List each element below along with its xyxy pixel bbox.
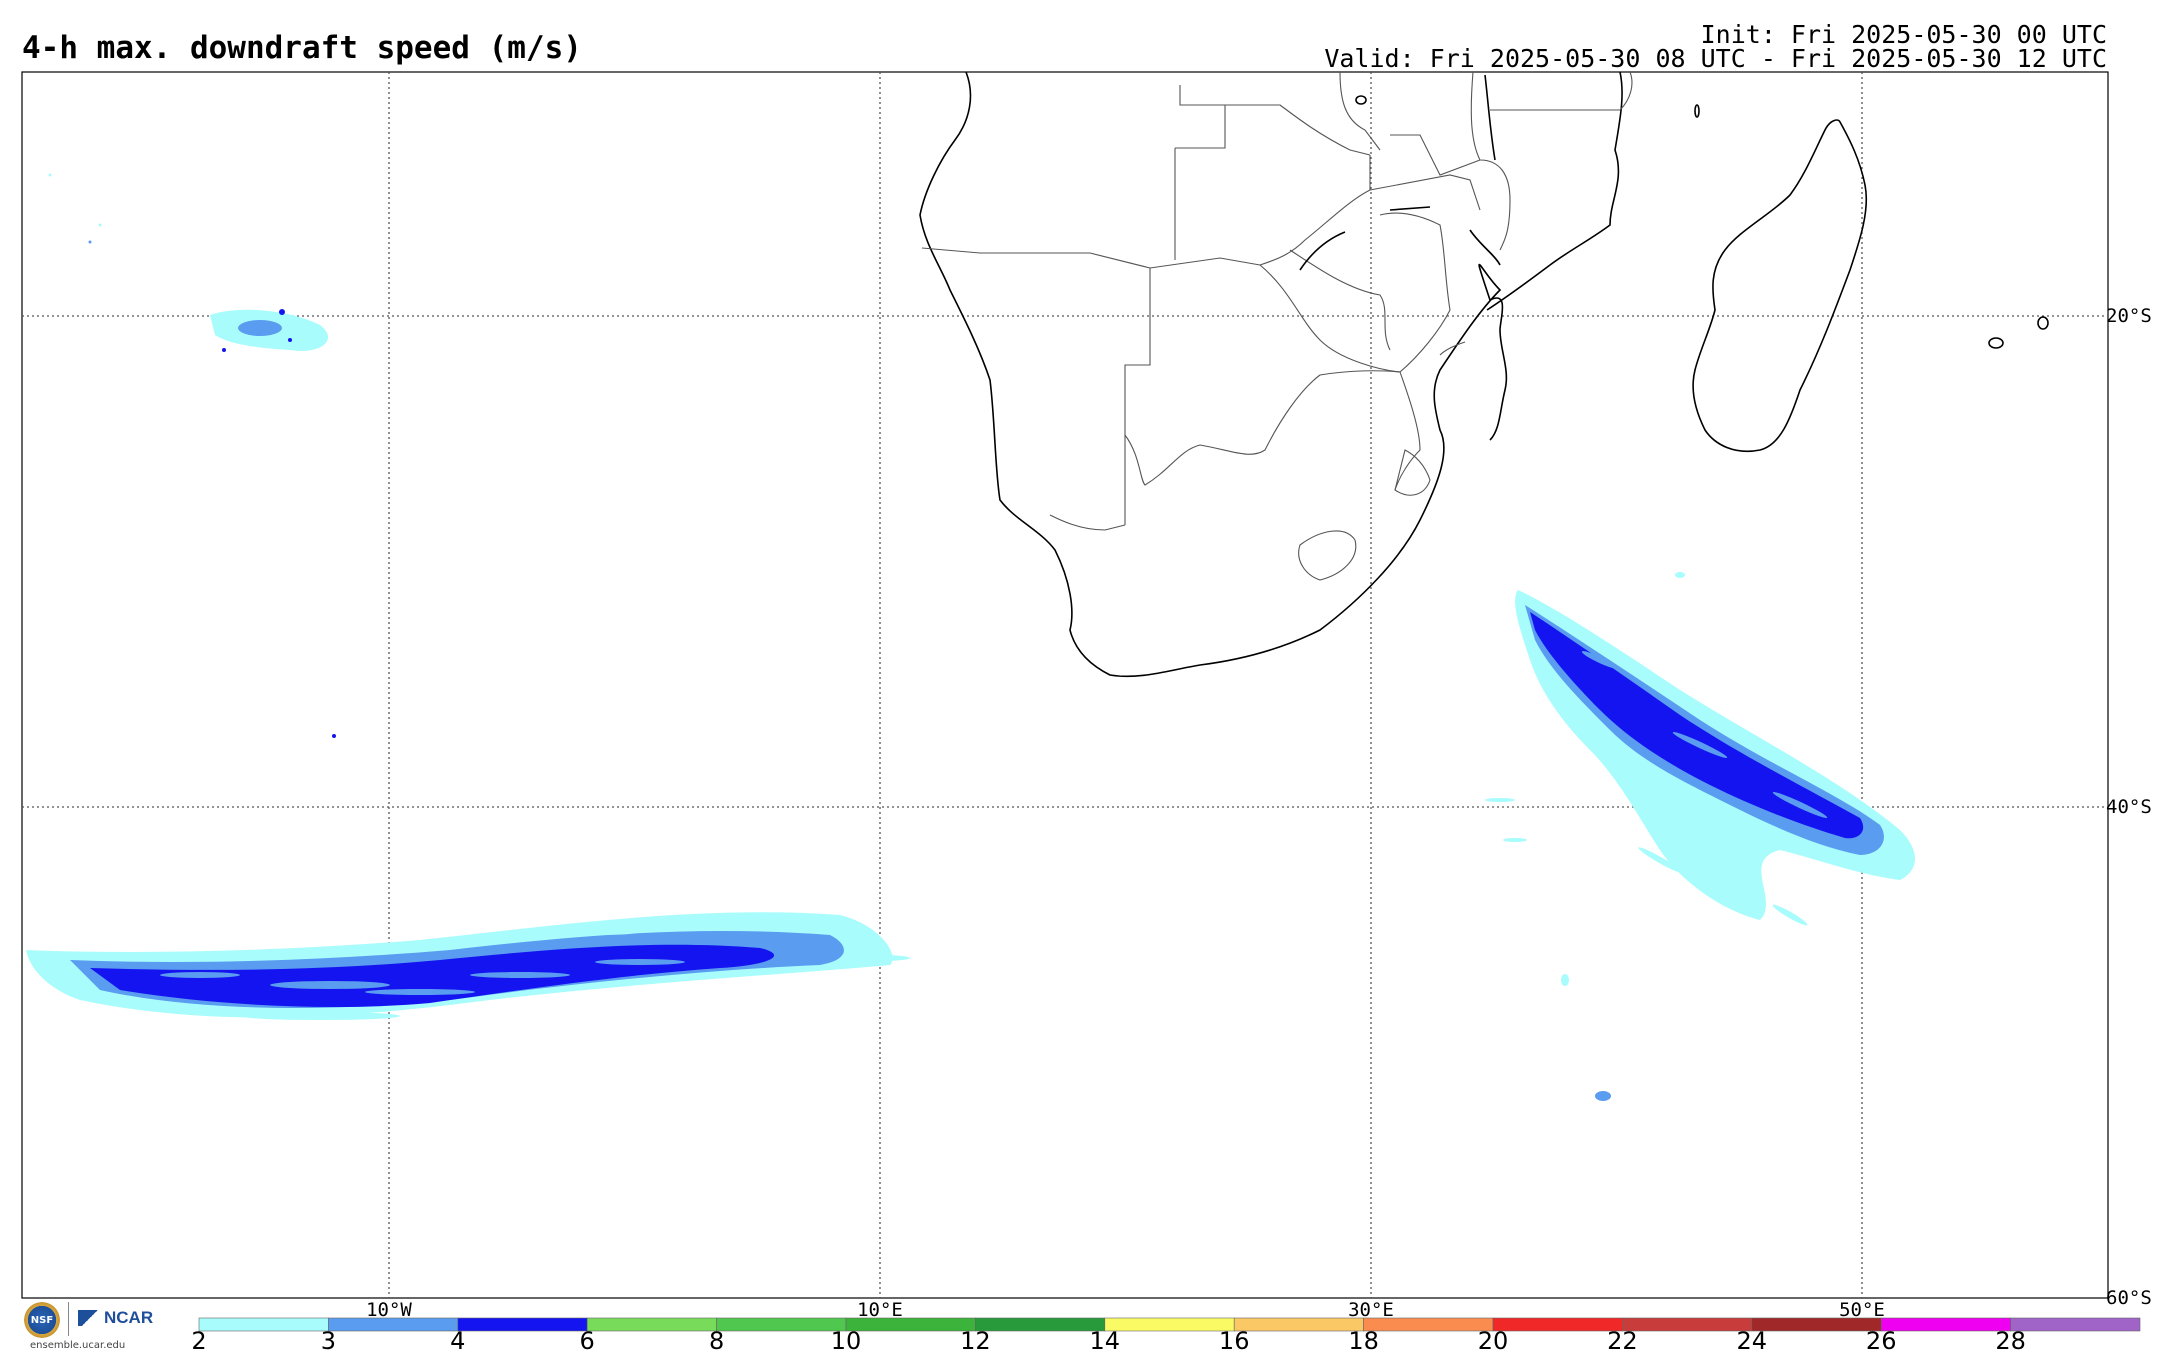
lon-label: 10°W (366, 1299, 412, 1321)
colorbar-segment (716, 1317, 847, 1332)
colorbar-segment (1751, 1317, 1882, 1332)
logo-separator (68, 1302, 69, 1336)
colorbar-tick-label: 16 (1219, 1327, 1250, 1354)
colorbar (198, 1317, 2141, 1332)
colorbar-tick-label: 24 (1737, 1327, 1768, 1354)
colorbar-segment (1233, 1317, 1364, 1332)
colorbar-segment (845, 1317, 976, 1332)
valid-time: Valid: Fri 2025-05-30 08 UTC - Fri 2025-… (1324, 44, 2107, 73)
nsf-logo[interactable]: NSF (24, 1302, 60, 1338)
colorbar-tick-label: 26 (1866, 1327, 1897, 1354)
colorbar-tick-label: 2 (191, 1327, 206, 1354)
colorbar-tick-label: 20 (1478, 1327, 1509, 1354)
downdraft-band-indian (1485, 572, 1915, 1101)
ncar-text: NCAR (104, 1308, 154, 1327)
colorbar-tick-label: 6 (580, 1327, 595, 1354)
ensemble-site-link[interactable]: ensemble.ucar.edu (30, 1340, 126, 1351)
colorbar-segment (975, 1317, 1106, 1332)
coastline (919, 72, 2049, 678)
longitude-labels: 10°W 10°E 30°E 50°E (366, 1299, 1885, 1321)
colorbar-segment (1622, 1317, 1753, 1332)
lat-label: 20°S (2106, 305, 2152, 327)
colorbar-segment (1104, 1317, 1235, 1332)
latitude-labels: 20°S 40°S 60°S (2106, 305, 2152, 1309)
downdraft-cluster-north (48, 173, 336, 738)
lon-label: 30°E (1348, 1299, 1394, 1321)
map-frame (21, 71, 2109, 1299)
colorbar-tick-label: 12 (960, 1327, 991, 1354)
init-time: Init: Fri 2025-05-30 00 UTC (1700, 20, 2107, 49)
colorbar-segment (1880, 1317, 2011, 1332)
downdraft-band-atlantic (26, 912, 910, 1020)
colorbar-tick-label: 8 (709, 1327, 724, 1354)
colorbar-tick-label: 22 (1607, 1327, 1638, 1354)
lon-label: 10°E (857, 1299, 903, 1321)
colorbar-segment (457, 1317, 588, 1332)
colorbar-segment (1492, 1317, 1623, 1332)
colorbar-segment (328, 1317, 459, 1332)
lakes (1299, 74, 1501, 271)
lat-label: 60°S (2106, 1287, 2152, 1309)
colorbar-ticks: 2 3 4 6 8 10 12 14 16 18 20 22 24 26 28 (191, 1327, 2026, 1354)
ncar-mark-icon (78, 1310, 102, 1326)
colorbar-tick-label: 14 (1090, 1327, 1121, 1354)
country-borders (921, 72, 1633, 581)
colorbar-segment (1363, 1317, 1494, 1332)
colorbar-tick-label: 10 (831, 1327, 862, 1354)
lon-label: 50°E (1839, 1299, 1885, 1321)
colorbar-segment (586, 1317, 717, 1332)
colorbar-tick-label: 18 (1348, 1327, 1379, 1354)
colorbar-tick-label: 4 (450, 1327, 465, 1354)
colorbar-segment (198, 1317, 329, 1332)
africa-coast (919, 72, 1504, 678)
madagascar (1692, 119, 1868, 453)
colorbar-tick-label: 28 (1995, 1327, 2026, 1354)
colorbar-tick-label: 3 (321, 1327, 336, 1354)
map-title: 4-h max. downdraft speed (m/s) (22, 30, 582, 66)
gridlines (22, 72, 2108, 1298)
lat-label: 40°S (2106, 796, 2152, 818)
colorbar-segment (2010, 1317, 2141, 1332)
ncar-logo[interactable]: NCAR (78, 1308, 153, 1328)
